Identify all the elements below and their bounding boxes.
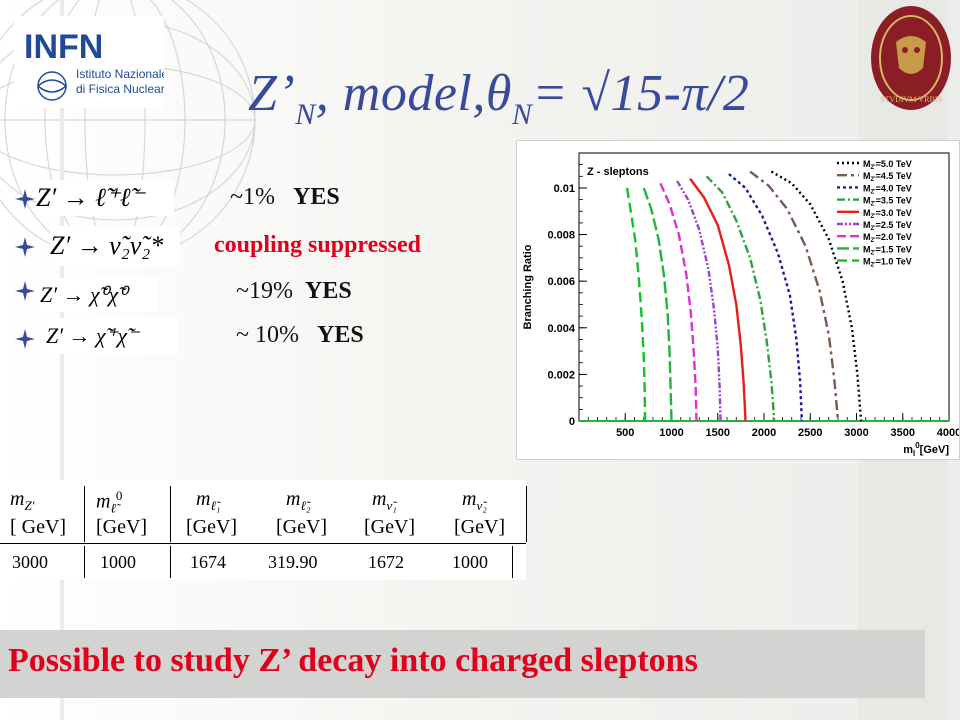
y-tick-label: 0	[569, 416, 575, 428]
x-tick-label: 1000	[659, 427, 683, 439]
decay-pct-4: ~ 10%	[236, 322, 299, 348]
table-unit: [ GeV]	[10, 516, 67, 538]
decay-formula-3: Z′ → χ̃⁰χ̃⁰	[40, 278, 158, 312]
decay-result-1: ~1% YES	[230, 184, 340, 211]
table-value: 1672	[368, 552, 404, 572]
x-tick-label: 2000	[752, 427, 776, 439]
table-value: 319.90	[268, 552, 318, 572]
decay-formula-2: Z′ → ν̃₂ν̃₂*	[50, 226, 180, 266]
y-tick-label: 0.01	[554, 183, 575, 195]
mass-parameter-table: mZ′ mℓ̃0 mℓ̃₁ mℓ̃₂ mν̃₁ mν̃₂ [ GeV] [GeV…	[0, 480, 527, 580]
table-col-divider	[526, 486, 527, 542]
chart-svg: 0 0.002 0.004 0.006 0.008 0.01 500 1000 1500 2000…	[522, 152, 960, 458]
table-header-msl0: mℓ̃0	[96, 488, 123, 516]
decay-pct-3: ~19%	[236, 278, 293, 304]
x-tick-label: 500	[616, 427, 634, 439]
bullet-star-icon	[15, 237, 35, 257]
seal-text: STVDIVM VRBIS	[880, 95, 942, 104]
series-line-8	[625, 187, 647, 422]
decay-result-4: ~ 10% YES	[236, 322, 364, 349]
series-line-0	[770, 170, 863, 422]
table-unit: [GeV]	[364, 516, 416, 538]
decay-pct-1: ~1%	[230, 184, 275, 210]
legend-label: MZ'=2.0 TeV	[863, 232, 912, 244]
table-col-divider	[84, 486, 85, 542]
decay-result-3: ~19% YES	[236, 278, 352, 305]
title-main: Z’	[248, 65, 296, 122]
decay-flag-2: coupling suppressed	[214, 232, 421, 258]
y-tick-label: 0.006	[547, 276, 575, 288]
series-line-6	[659, 182, 698, 422]
slide-title: Z’N, model,θN= √15-π/2	[248, 64, 858, 132]
legend-label: MZ'=4.5 TeV	[863, 171, 912, 183]
bullet-star-icon	[15, 329, 35, 349]
x-tick-label: 3000	[844, 427, 868, 439]
table-value: 1674	[190, 552, 226, 572]
bullet-star-icon	[15, 281, 35, 301]
table-header-msl1: mℓ̃₁	[196, 488, 221, 513]
legend-label: MZ'=3.5 TeV	[863, 196, 912, 208]
chart-title: Z - sleptons	[587, 166, 649, 178]
table-col-divider	[170, 486, 171, 542]
x-tick-label: 4000	[937, 427, 959, 439]
legend-label: MZ'=5.0 TeV	[863, 159, 912, 171]
infn-logo-graphic: INFN Istituto Nazionale di Fisica Nuclea…	[24, 28, 172, 101]
table-header-mzp: mZ′	[10, 488, 35, 513]
series-line-4	[689, 177, 747, 422]
table-header-msn2: mν̃₂	[462, 488, 487, 513]
infn-logo-line1: Istituto Nazionale	[76, 67, 164, 81]
table-value: 1000	[100, 552, 136, 572]
title-sub: N	[295, 98, 316, 131]
table-col-divider	[512, 546, 513, 578]
table-unit: [GeV]	[186, 516, 238, 538]
series-line-3	[705, 175, 776, 422]
series-line-5	[676, 180, 722, 422]
x-tick-label: 3500	[891, 427, 915, 439]
university-seal: STVDIVM VRBIS	[868, 2, 954, 114]
decay-flag-4: YES	[316, 322, 364, 348]
table-value: 1000	[452, 552, 488, 572]
decay-formula-4: Z′ → χ̃⁺χ̃⁻	[46, 318, 178, 354]
decay-flag-1: YES	[292, 184, 340, 210]
bullet-star-icon	[15, 189, 35, 209]
decay-formula-1: Z′ → ℓ̃⁺ℓ̃⁻	[36, 180, 174, 216]
title-sub2: N	[511, 98, 533, 131]
x-axis-label: ml0[GeV]	[903, 441, 949, 458]
legend-label: MZ'=2.5 TeV	[863, 220, 912, 232]
legend-label: MZ'=1.0 TeV	[863, 257, 912, 269]
conclusion-banner: Possible to study Z’ decay into charged …	[0, 630, 925, 698]
conclusion-text: Possible to study Z’ decay into charged …	[8, 642, 698, 679]
y-axis-label: Branching Ratio	[522, 244, 534, 329]
x-tick-label: 1500	[706, 427, 730, 439]
y-tick-label: 0.002	[547, 369, 575, 381]
title-rest: , model,θ	[315, 65, 512, 122]
title-equation: = √15-π/2	[532, 65, 750, 122]
branching-ratio-chart: 0 0.002 0.004 0.006 0.008 0.01 500 1000 1500 2000…	[516, 140, 960, 460]
legend-label: MZ'=1.5 TeV	[863, 244, 912, 256]
series-line-1	[749, 170, 840, 422]
infn-logo: INFN Istituto Nazionale di Fisica Nuclea…	[14, 16, 172, 108]
table-header-msl2: mℓ̃₂	[286, 488, 311, 513]
y-tick-label: 0.004	[547, 323, 575, 335]
table-unit: [GeV]	[454, 516, 506, 538]
series-line-7	[642, 187, 673, 422]
table-value: 3000	[12, 552, 48, 572]
table-unit: [GeV]	[96, 516, 148, 538]
table-col-divider	[170, 546, 171, 578]
decay-flag-3: YES	[304, 278, 352, 304]
table-header-msn1: mν̃₁	[372, 488, 397, 513]
y-tick-label: 0.008	[547, 230, 575, 242]
series-line-2	[728, 173, 804, 422]
x-tick-label: 2500	[798, 427, 822, 439]
table-col-divider	[84, 546, 85, 578]
legend-label: MZ'=4.0 TeV	[863, 183, 912, 195]
table-divider	[0, 543, 526, 544]
infn-logo-name: INFN	[24, 28, 103, 66]
infn-logo-line2: di Fisica Nucleare	[76, 82, 164, 96]
legend-label: MZ'=3.0 TeV	[863, 208, 912, 220]
seal-graphic: STVDIVM VRBIS	[871, 6, 951, 110]
table-unit: [GeV]	[276, 516, 328, 538]
